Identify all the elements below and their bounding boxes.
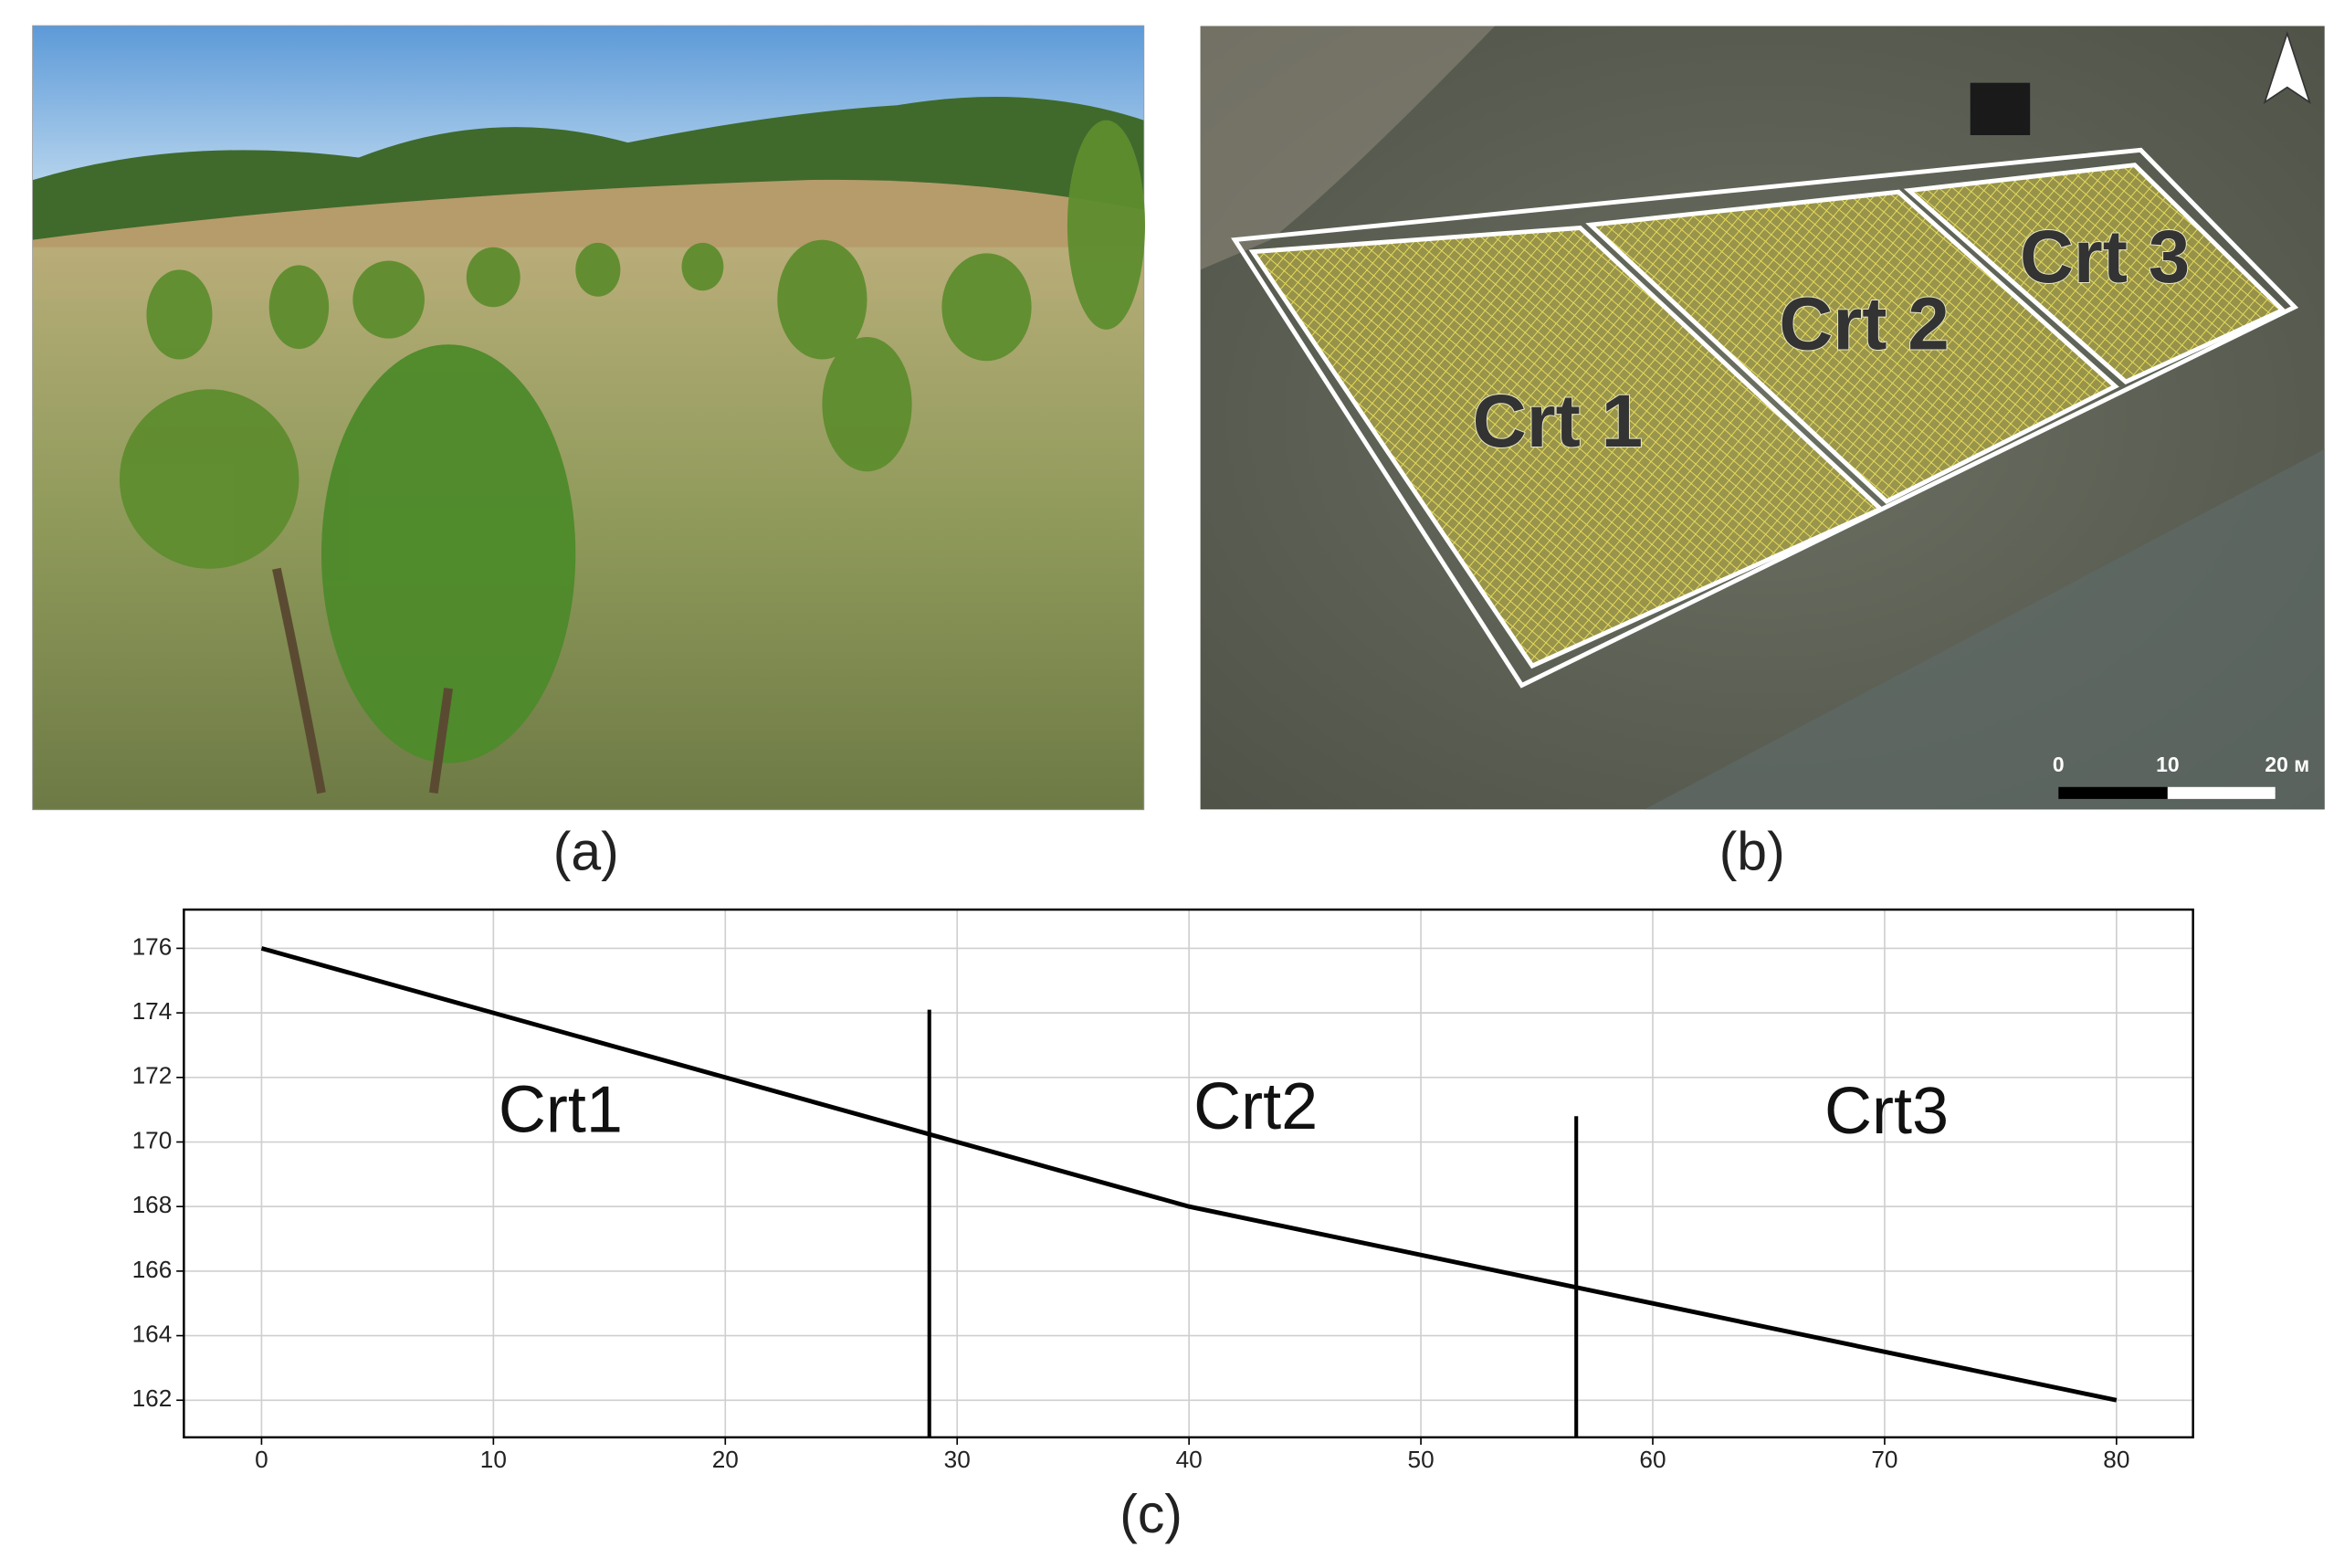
section-label: Crt2 <box>1193 1070 1318 1143</box>
y-tick-label: 168 <box>132 1191 173 1218</box>
section-label: Crt1 <box>499 1073 623 1146</box>
scale-label: 0 <box>2053 752 2065 776</box>
caption-a: (a) <box>553 823 619 882</box>
x-tick-label: 20 <box>712 1446 739 1473</box>
y-tick-label: 162 <box>132 1384 173 1412</box>
scale-label: 20 м <box>2265 752 2309 776</box>
profile-chart: 162 164 166 168 170 172 174 176 0 10 20 30 40 50 60 70 8… <box>132 908 2194 1473</box>
caption-b: (b) <box>1719 823 1785 882</box>
x-tick-label: 40 <box>1176 1446 1203 1473</box>
x-tick-label: 30 <box>944 1446 971 1473</box>
x-tick-label: 0 <box>255 1446 268 1473</box>
y-tick-label: 172 <box>132 1062 173 1089</box>
x-tick-label: 80 <box>2103 1446 2129 1473</box>
scale-label: 10 <box>2156 752 2179 776</box>
satellite-map <box>1200 26 2325 810</box>
caption-c: (c) <box>1119 1485 1183 1544</box>
x-tick-label: 70 <box>1871 1446 1897 1473</box>
y-tick-label: 166 <box>132 1256 173 1283</box>
plot-label: Crt 3 <box>2020 216 2190 299</box>
y-tick-label: 174 <box>132 997 173 1025</box>
y-tick-label: 164 <box>132 1321 173 1348</box>
y-tick-label: 176 <box>132 932 173 960</box>
plot-frame <box>183 908 2194 1439</box>
x-tick-label: 10 <box>480 1446 507 1473</box>
photo-vineyard <box>32 25 1146 811</box>
profile-line <box>260 946 2118 1403</box>
plot-label: Crt 2 <box>1779 282 1949 365</box>
section-label: Crt3 <box>1824 1075 1949 1148</box>
x-tick-label: 50 <box>1408 1446 1435 1473</box>
plot-label: Crt 1 <box>1473 380 1643 463</box>
x-tick-label: 60 <box>1639 1446 1666 1473</box>
y-tick-label: 170 <box>132 1126 173 1153</box>
